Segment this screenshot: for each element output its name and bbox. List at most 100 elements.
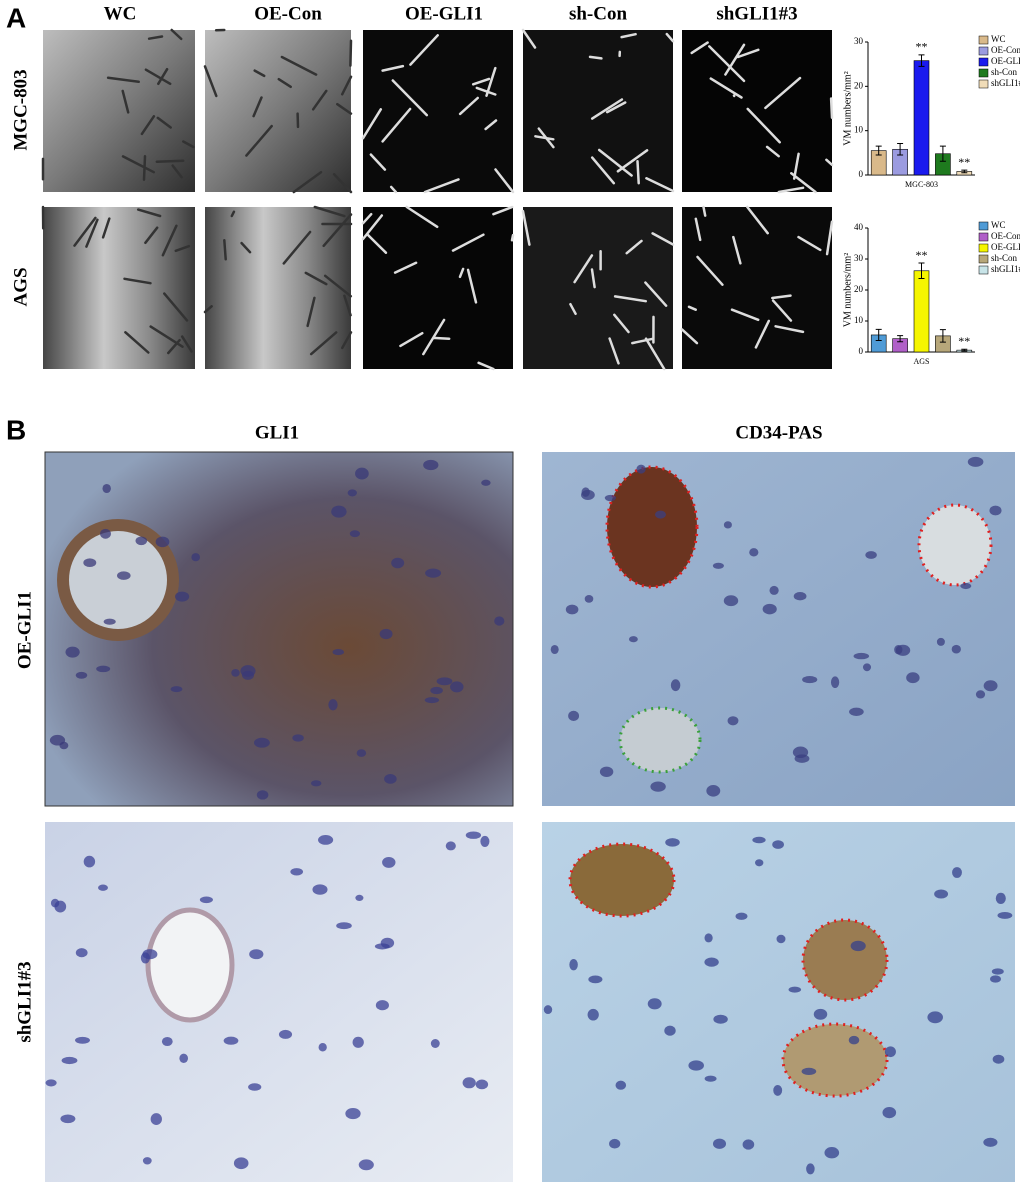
nucleus <box>655 510 666 519</box>
nucleus <box>191 553 200 562</box>
nucleus <box>588 975 603 984</box>
nucleus <box>665 838 680 847</box>
column-header: sh-Con <box>569 3 628 24</box>
legend-label: OE-GLI1 <box>991 56 1020 66</box>
nucleus <box>318 1042 327 1052</box>
cell-network <box>41 205 193 355</box>
significance: ** <box>916 248 928 262</box>
nucleus <box>423 459 439 471</box>
nucleus <box>706 784 721 797</box>
nucleus <box>895 644 911 656</box>
nucleus <box>253 737 270 748</box>
y-axis-label: VM numbers/mm² <box>842 253 853 327</box>
legend-label: OE-Con <box>991 45 1020 55</box>
nucleus <box>223 1036 239 1045</box>
nucleus <box>801 1067 817 1076</box>
nucleus <box>75 948 88 958</box>
micrograph <box>43 30 195 192</box>
nucleus <box>318 835 334 845</box>
nucleus <box>45 1079 57 1087</box>
nucleus <box>983 1137 998 1147</box>
nucleus <box>650 781 666 792</box>
nucleus <box>628 636 638 643</box>
nucleus <box>290 868 304 876</box>
nucleus <box>96 665 111 673</box>
legend-label: OE-GLI1 <box>991 242 1020 252</box>
nucleus <box>989 975 1002 983</box>
nucleus <box>345 1108 361 1120</box>
nucleus <box>328 699 338 711</box>
nucleus <box>670 679 681 692</box>
error-bar <box>939 329 946 343</box>
nucleus <box>806 1163 815 1175</box>
nucleus <box>65 646 80 658</box>
nucleus <box>960 582 972 590</box>
legend-swatch <box>978 35 989 45</box>
nucleus <box>430 1038 440 1049</box>
row-header: OE-GLI1 <box>14 591 35 669</box>
nucleus <box>723 521 732 529</box>
micrographs <box>41 28 834 371</box>
vessel <box>145 907 235 1023</box>
bar <box>913 270 930 353</box>
nucleus <box>430 686 443 695</box>
cell-network <box>41 28 195 181</box>
nucleus <box>424 697 440 704</box>
micrograph <box>523 30 673 192</box>
vessel <box>57 519 179 641</box>
nucleus <box>331 505 347 518</box>
legend-swatch <box>978 243 989 253</box>
micrograph <box>43 207 195 369</box>
nucleus <box>248 1083 262 1091</box>
micrograph <box>682 207 832 369</box>
cell-network <box>680 205 834 349</box>
nucleus <box>292 734 304 742</box>
legend-swatch <box>978 68 989 78</box>
micrograph <box>205 207 351 369</box>
error-bar <box>918 54 925 67</box>
panel-label: B <box>6 414 26 445</box>
nucleus <box>927 1011 943 1024</box>
nucleus <box>862 663 872 672</box>
nucleus <box>609 1138 621 1149</box>
nucleus <box>688 1060 704 1071</box>
significance: ** <box>958 334 970 348</box>
nucleus <box>375 1000 389 1011</box>
nucleus <box>475 1079 489 1090</box>
nucleus <box>278 1029 293 1039</box>
nucleus <box>249 949 264 960</box>
nucleus <box>355 467 369 480</box>
nucleus <box>704 1075 717 1082</box>
nucleus <box>865 551 877 559</box>
nucleus <box>170 686 183 693</box>
nucleus <box>952 867 962 878</box>
nucleus <box>769 585 779 595</box>
nucleus <box>117 571 131 580</box>
column-header: OE-GLI1 <box>405 3 483 24</box>
y-axis-label: VM numbers/mm² <box>842 71 853 145</box>
nucleus <box>853 652 870 660</box>
nucleus <box>150 1113 162 1126</box>
cell-network <box>203 28 353 194</box>
nucleus <box>802 676 818 684</box>
cell-network <box>361 205 515 371</box>
nucleus <box>636 464 646 474</box>
nucleus <box>647 998 662 1010</box>
nucleus <box>61 1056 78 1065</box>
nucleus <box>231 669 240 677</box>
nucleus <box>704 957 719 967</box>
nucleus <box>54 900 67 913</box>
legend-swatch <box>978 221 989 231</box>
nucleus <box>240 665 256 677</box>
nucleus <box>199 896 213 904</box>
nucleus <box>762 603 777 615</box>
nucleus <box>584 594 594 603</box>
nucleus <box>347 489 357 497</box>
column-header: CD34-PAS <box>735 422 822 443</box>
nucleus <box>83 855 96 868</box>
nucleus <box>102 483 111 494</box>
nucleus <box>358 1159 374 1171</box>
nucleus <box>336 922 352 930</box>
nucleus <box>481 479 491 486</box>
